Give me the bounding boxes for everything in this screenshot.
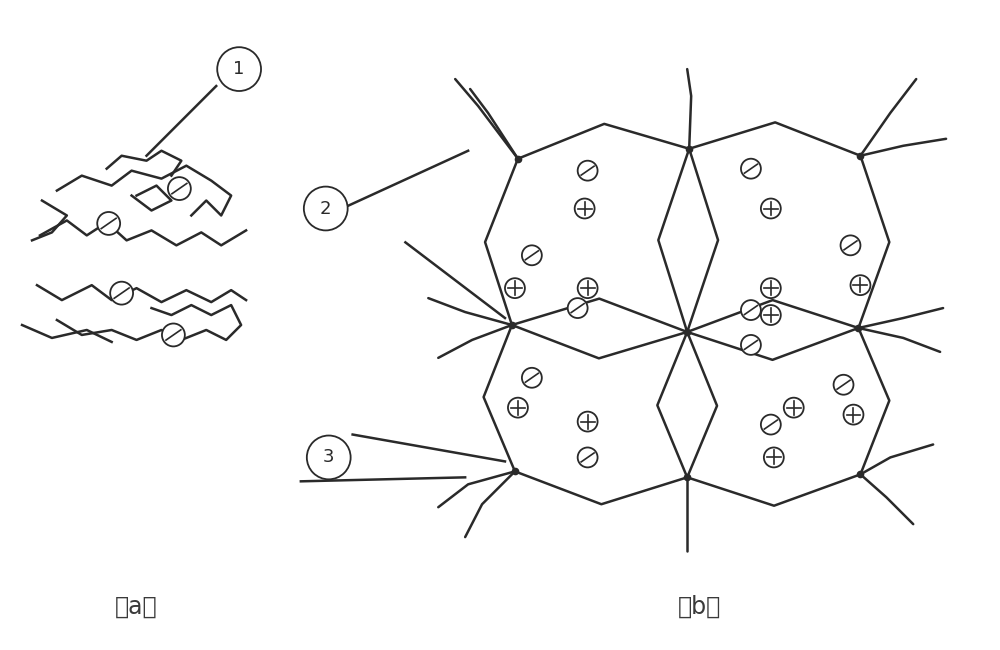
Circle shape (162, 324, 185, 346)
Circle shape (741, 300, 761, 320)
Circle shape (578, 447, 598, 467)
Circle shape (761, 305, 781, 325)
Circle shape (307, 436, 351, 479)
Text: 2: 2 (320, 200, 331, 218)
Circle shape (741, 335, 761, 355)
Circle shape (764, 447, 784, 467)
Circle shape (505, 278, 525, 298)
Circle shape (522, 368, 542, 388)
Circle shape (578, 411, 598, 432)
Circle shape (784, 398, 804, 417)
Circle shape (97, 212, 120, 235)
Circle shape (850, 275, 870, 295)
Circle shape (578, 161, 598, 181)
Circle shape (575, 198, 595, 218)
Circle shape (844, 405, 863, 424)
Circle shape (168, 177, 191, 200)
Text: 1: 1 (233, 60, 245, 78)
Circle shape (110, 281, 133, 305)
Text: （a）: （a） (115, 595, 158, 619)
Text: 3: 3 (323, 448, 334, 467)
Circle shape (217, 47, 261, 91)
Circle shape (522, 245, 542, 265)
Circle shape (568, 298, 588, 318)
Circle shape (578, 278, 598, 298)
Circle shape (741, 159, 761, 179)
Circle shape (834, 375, 853, 395)
Circle shape (841, 235, 860, 255)
Circle shape (508, 398, 528, 417)
Circle shape (304, 187, 348, 230)
Circle shape (761, 198, 781, 218)
Circle shape (761, 278, 781, 298)
Circle shape (761, 415, 781, 435)
Text: （b）: （b） (678, 595, 721, 619)
